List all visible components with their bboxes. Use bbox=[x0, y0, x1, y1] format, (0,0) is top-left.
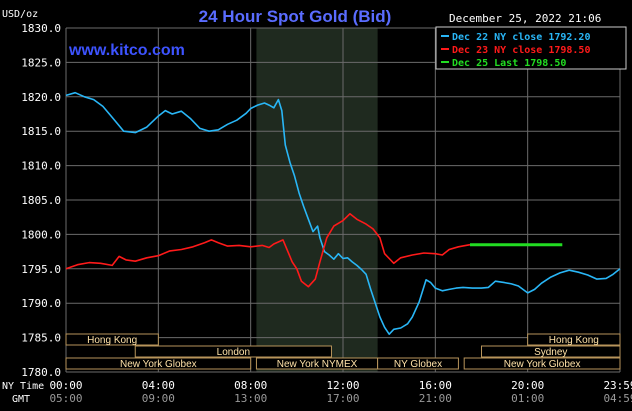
series-layer bbox=[65, 91, 621, 335]
y-tick-label: 1800.0 bbox=[21, 228, 61, 241]
y-tick-label: 1830.0 bbox=[21, 22, 61, 35]
x-tick-gmt-label: 05:00 bbox=[49, 392, 82, 405]
gmt-row-label: GMT bbox=[12, 394, 30, 405]
session-label: Hong Kong bbox=[549, 335, 599, 346]
x-tick-ny-label: 23:59 bbox=[603, 379, 632, 392]
session-box bbox=[481, 345, 621, 358]
unit-label: USD/oz bbox=[2, 9, 38, 20]
y-tick-label: 1825.0 bbox=[21, 56, 61, 69]
y-tick-label: 1795.0 bbox=[21, 263, 61, 276]
y-tick-label: 1815.0 bbox=[21, 125, 61, 138]
y-tick-label: 1810.0 bbox=[21, 160, 61, 173]
legend: Dec 22 NY close 1792.20 Dec 23 NY close 1… bbox=[441, 32, 590, 69]
x-tick-ny-label: 00:00 bbox=[49, 379, 82, 392]
series-line-2 bbox=[65, 213, 471, 288]
series-line-1 bbox=[65, 91, 621, 335]
y-tick-label: 1790.0 bbox=[21, 297, 61, 310]
x-tick-gmt-label: 04:59 bbox=[603, 392, 632, 405]
legend-box bbox=[435, 26, 627, 70]
legend-entry: Dec 23 NY close 1798.50 bbox=[452, 45, 590, 56]
x-tick-gmt-label: 17:00 bbox=[326, 392, 359, 405]
legend-entry: Dec 22 NY close 1792.20 bbox=[452, 32, 590, 43]
y-tick-label: 1785.0 bbox=[21, 332, 61, 345]
session-label: New York NYMEX bbox=[277, 359, 358, 370]
x-tick-ny-label: 12:00 bbox=[326, 379, 359, 392]
x-tick-gmt-label: 13:00 bbox=[234, 392, 267, 405]
chart-title: 24 Hour Spot Gold (Bid) bbox=[199, 7, 392, 26]
x-tick-ny-label: 04:00 bbox=[142, 379, 175, 392]
x-tick-ny-label: 16:00 bbox=[419, 379, 452, 392]
session-box bbox=[463, 357, 621, 370]
session-box bbox=[377, 357, 459, 370]
y-tick-label: 1820.0 bbox=[21, 91, 61, 104]
session-label: New York Globex bbox=[120, 359, 197, 370]
legend-entry: Dec 25 Last 1798.50 bbox=[452, 58, 566, 69]
session-box bbox=[134, 345, 332, 358]
y-tick-label: 1780.0 bbox=[21, 366, 61, 379]
y-tick-label: 1805.0 bbox=[21, 194, 61, 207]
x-tick-ny-label: 20:00 bbox=[511, 379, 544, 392]
chart-date: December 25, 2022 21:06 bbox=[449, 12, 601, 25]
x-tick-gmt-label: 21:00 bbox=[419, 392, 452, 405]
session-label: New York Globex bbox=[504, 359, 581, 370]
session-label: Hong Kong bbox=[87, 335, 137, 346]
session-box bbox=[527, 333, 621, 346]
session-label: NY Globex bbox=[394, 359, 442, 370]
session-label: London bbox=[217, 347, 250, 358]
ny-time-row-label: NY Time bbox=[2, 381, 44, 392]
session-box bbox=[65, 333, 159, 346]
site-watermark[interactable]: www.kitco.com bbox=[68, 42, 185, 59]
x-tick-gmt-label: 09:00 bbox=[142, 392, 175, 405]
y-axis-ticks: 1780.0 1785.0 1790.0 1795.0 1800.0 1805.0 1810… bbox=[21, 22, 61, 379]
session-box bbox=[65, 357, 252, 370]
x-tick-ny-label: 08:00 bbox=[234, 379, 267, 392]
session-label: Sydney bbox=[534, 347, 567, 358]
x-tick-gmt-label: 01:00 bbox=[511, 392, 544, 405]
